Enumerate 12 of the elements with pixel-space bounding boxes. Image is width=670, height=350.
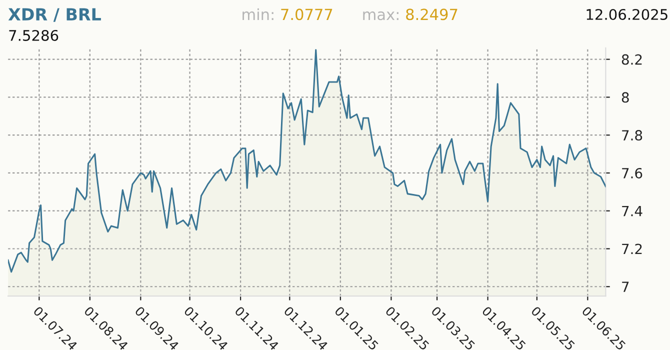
- text: 7.5286: [9, 30, 58, 41]
- y-tick-label: 8: [622, 92, 629, 103]
- y-tick-label: 8.2: [622, 54, 642, 65]
- text: max: 8.2497: [363, 8, 458, 20]
- y-tick-label: 7.4: [622, 206, 642, 216]
- text: 12.06.2025: [586, 8, 668, 20]
- y-tick-label: 7.6: [622, 168, 642, 178]
- y-tick-label: 7: [622, 282, 629, 292]
- chart-title: XDR / BRL: [8, 8, 101, 22]
- y-tick-label: 7.8: [622, 130, 642, 141]
- text: min: 7.0777: [242, 8, 332, 20]
- y-tick-label: 7.2: [622, 244, 642, 254]
